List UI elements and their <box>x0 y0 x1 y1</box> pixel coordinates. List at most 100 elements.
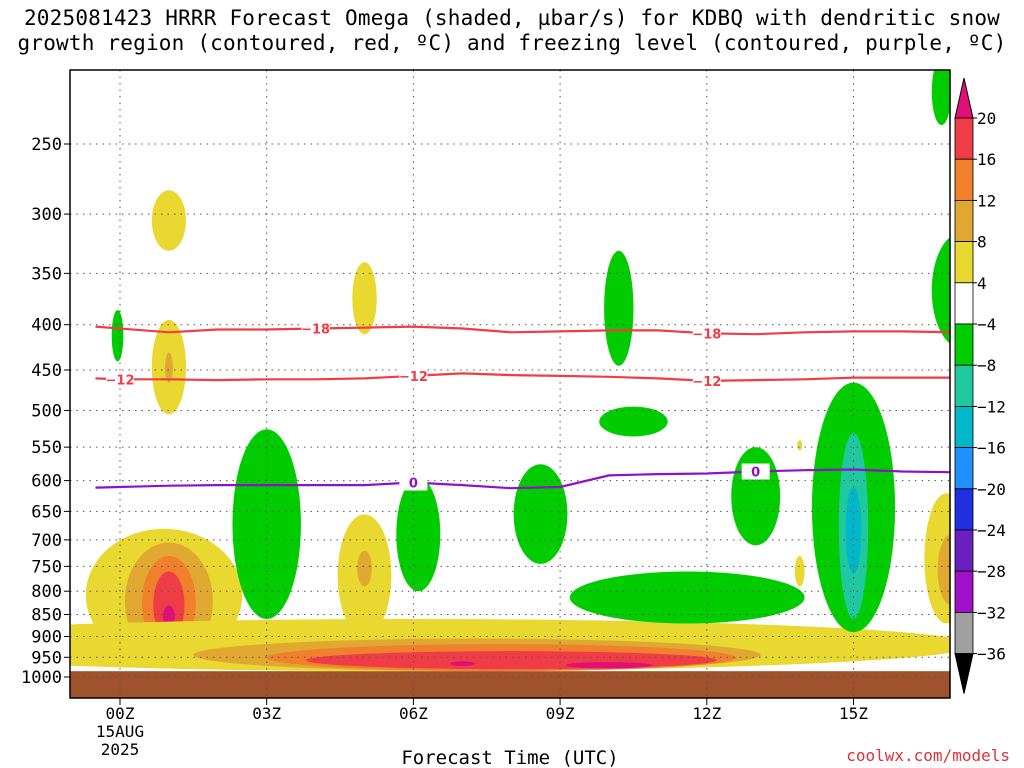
omega-cell <box>931 70 950 126</box>
y-tick-label: 300 <box>31 205 62 225</box>
colorbar-label: −36 <box>977 645 1006 664</box>
contour-label-bg <box>399 367 428 384</box>
colorbar-under-arrow <box>954 653 974 694</box>
contour-label-bg <box>692 325 721 342</box>
plot-frame <box>69 69 951 699</box>
colorbar-bin <box>954 570 974 613</box>
credit-link[interactable]: coolwx.com/models <box>846 746 1010 765</box>
omega-cell <box>731 447 781 546</box>
y-tick-label: 750 <box>31 557 62 577</box>
colorbar-bin <box>954 323 974 366</box>
x-tick-label: 09Z <box>546 704 575 723</box>
contour-line <box>95 372 950 383</box>
omega-cell <box>797 440 803 451</box>
x-axis-label: Forecast Time (UTC) <box>401 747 618 768</box>
colorbar-label: −16 <box>977 439 1006 458</box>
omega-cell <box>352 262 377 335</box>
colorbar-label: 4 <box>977 274 987 293</box>
y-tick-label: 600 <box>31 472 62 492</box>
colorbar-label: 16 <box>977 150 996 169</box>
omega-cell <box>931 237 950 344</box>
x-tick-label: 12Z <box>692 704 721 723</box>
y-tick-label: 700 <box>31 531 62 551</box>
y-tick-label: 550 <box>31 438 62 458</box>
contour-label-bg <box>106 371 134 388</box>
omega-cell <box>305 651 717 670</box>
omega-cell <box>450 661 475 667</box>
colorbar-label: −8 <box>977 356 996 375</box>
colorbar-bin <box>954 529 974 572</box>
x-tick-label: 15Z <box>839 704 868 723</box>
contour-line <box>95 468 950 490</box>
colorbar-label: 12 <box>977 191 996 210</box>
grid-lines <box>70 70 950 698</box>
contour-line <box>95 325 950 336</box>
temperature-contours: −18 −18 −12 −12 −12 0 0 <box>95 320 950 492</box>
x-tick-label: 03Z <box>252 704 281 723</box>
colorbar-label: −20 <box>977 480 1006 499</box>
colorbar-over-arrow <box>954 77 974 119</box>
y-tick-label: 1000 <box>21 668 62 688</box>
contour-label: −18 <box>301 323 330 338</box>
y-tick-label: 800 <box>31 582 62 602</box>
contour-label-bg <box>741 463 770 480</box>
omega-cell <box>564 662 654 669</box>
x-tick-date: 15AUG <box>96 722 144 741</box>
contour-label: −12 <box>106 373 135 388</box>
x-tick-year: 2025 <box>101 740 140 759</box>
colorbar-bin <box>954 488 974 531</box>
omega-cell <box>794 556 805 587</box>
y-tick-label: 650 <box>31 502 62 522</box>
contour-label-bg <box>301 320 330 337</box>
x-tick-label: 06Z <box>399 704 428 723</box>
y-axis: 2503003504004505005506006507007508008509… <box>21 135 70 688</box>
colorbar-bin <box>954 612 974 655</box>
colorbar-bin <box>954 199 974 242</box>
chart-title-line2: growth region (contoured, red, ºC) and f… <box>17 31 1007 55</box>
ground-layer <box>70 671 950 698</box>
colorbar-label: −32 <box>977 603 1006 622</box>
x-tick-label: 00Z <box>106 704 135 723</box>
omega-shading <box>70 70 950 672</box>
omega-cell <box>604 250 634 366</box>
colorbar-label: −12 <box>977 397 1006 416</box>
chart-title-line1: 2025081423 HRRR Forecast Omega (shaded, … <box>23 6 1001 30</box>
contour-label: −12 <box>692 375 721 390</box>
colorbar-bin <box>954 117 974 160</box>
omega-cell <box>569 571 805 624</box>
colorbar-bin <box>954 447 974 490</box>
colorbar-bin <box>954 364 974 407</box>
contour-label-bg <box>692 372 721 389</box>
colorbar-label: −28 <box>977 562 1006 581</box>
contour-label: 0 <box>409 477 418 492</box>
ground-fill <box>70 671 950 698</box>
y-tick-label: 950 <box>31 648 62 668</box>
omega-cell <box>357 550 372 587</box>
omega-cell <box>151 190 187 251</box>
y-tick-label: 400 <box>31 316 62 336</box>
contour-label: −18 <box>692 327 721 342</box>
colorbar-bin <box>954 158 974 201</box>
omega-cell <box>232 429 301 620</box>
omega-cell <box>513 464 568 564</box>
colorbar-bin <box>954 282 974 325</box>
y-tick-label: 350 <box>31 264 62 284</box>
chart-title: 2025081423 HRRR Forecast Omega (shaded, … <box>0 6 1024 56</box>
omega-cell <box>845 486 862 575</box>
contour-label: 0 <box>751 466 760 481</box>
omega-cell <box>396 477 441 592</box>
colorbar: 20 16 12 8 4 −4 −8 −12 −16 −20 −24 −28 −32 −36 <box>954 77 1006 694</box>
y-tick-label: 450 <box>31 361 62 381</box>
colorbar-label: 20 <box>977 109 996 128</box>
omega-cell <box>599 406 668 437</box>
colorbar-label: −24 <box>977 521 1006 540</box>
y-tick-label: 850 <box>31 606 62 626</box>
y-tick-label: 250 <box>31 135 62 155</box>
y-tick-label: 900 <box>31 627 62 647</box>
omega-cell <box>164 352 173 383</box>
colorbar-label: −4 <box>977 315 996 334</box>
contour-label-bg <box>399 474 428 491</box>
contour-label: −12 <box>399 370 428 385</box>
